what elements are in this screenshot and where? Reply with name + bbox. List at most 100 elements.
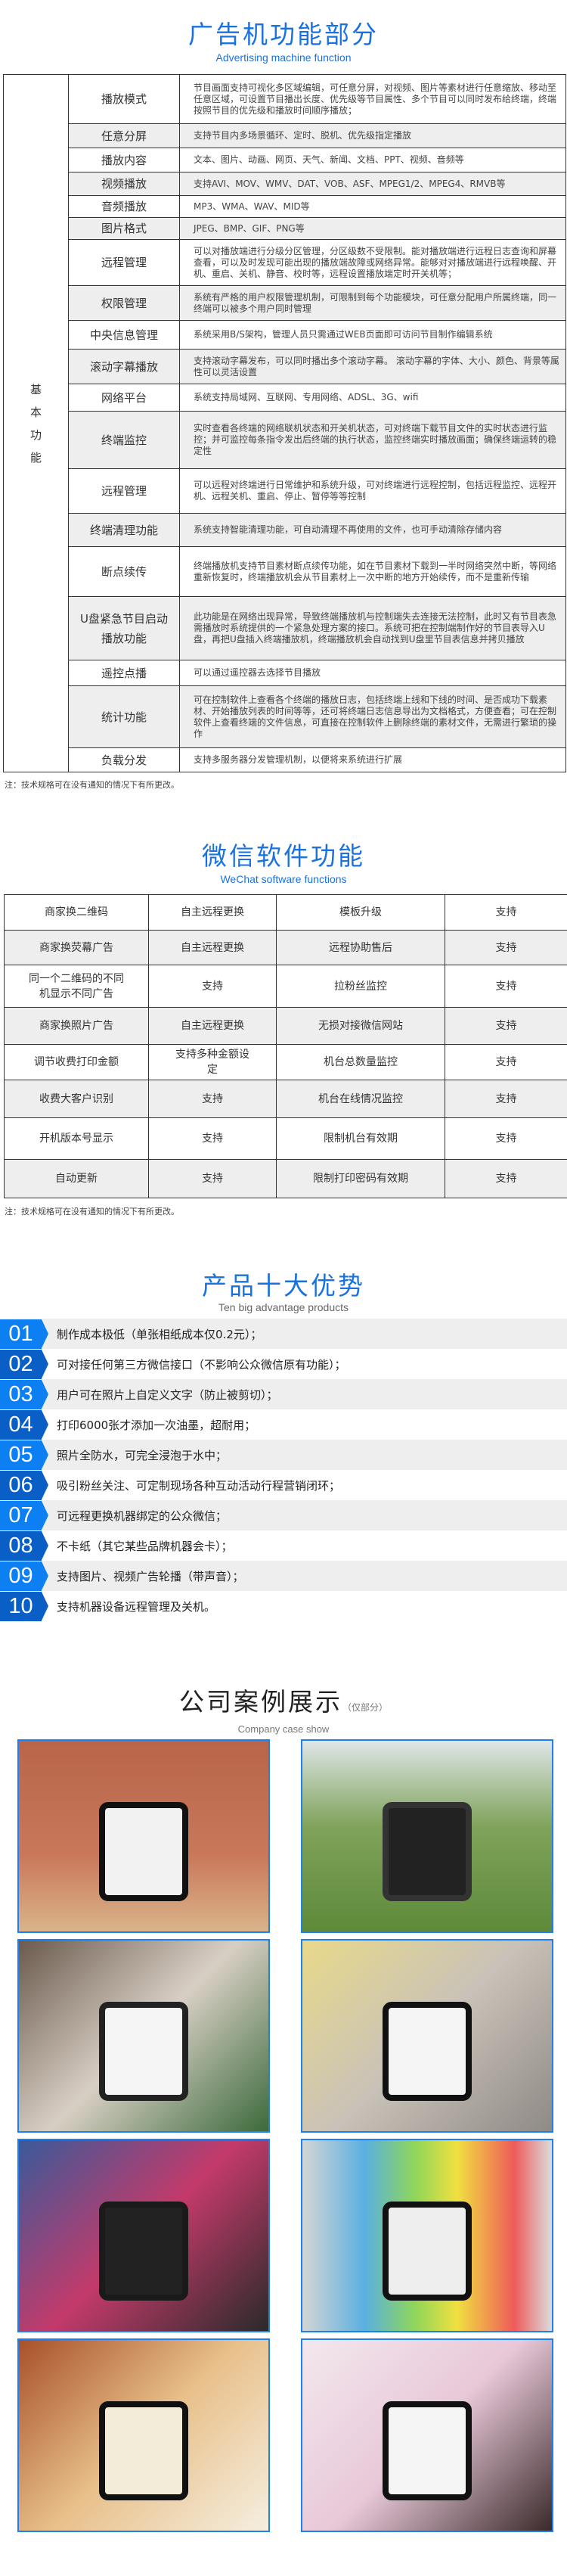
table-row: 中央信息管理 系统采用B/S架构，管理人员只需通过WEB页面即可访问节目制作编辑系…: [4, 320, 566, 350]
feature-name: 负载分发: [68, 747, 180, 772]
feature-name: 任意分屏: [68, 123, 180, 148]
feature-name: 网络平台: [68, 384, 180, 412]
kiosk-machine: [98, 2201, 189, 2301]
advantage-number-badge: 01: [0, 1319, 48, 1349]
feature-description: MP3、WMA、WAV、MID等: [179, 195, 566, 218]
advantage-text: 可对接任何第三方微信接口（不影响公众微信原有功能）；: [57, 1357, 346, 1372]
table-cell: 自主远程更换: [148, 1007, 277, 1045]
case-photo-colorful-kiosks-row: [301, 2139, 553, 2332]
feature-description: 此功能是在网络出现异常，导致终端播放机与控制端失去连接无法控制，此时又有节目表急…: [179, 596, 566, 660]
feature-description: 支持多服务器分发管理机制，以便将来系统进行扩展: [179, 747, 566, 772]
section-subtitle-ad-machine: Advertising machine function: [215, 51, 352, 64]
table-row: 远程管理 可以远程对终端进行日常维护和系统升级，可对终端进行远程控制，包括远程监控…: [4, 468, 566, 514]
table-cell: 支持多种金额设定: [148, 1044, 277, 1080]
table-cell: 拉粉丝监控: [276, 965, 445, 1008]
feature-description: 可以通过遥控器去选择节目播放: [179, 660, 566, 686]
table-cell: 自主远程更换: [148, 894, 277, 931]
advantage-text: 支持图片、视频广告轮播（带声音）；: [57, 1569, 244, 1583]
advantage-text: 制作成本极低（单张相纸成本仅0.2元）；: [57, 1327, 262, 1341]
feature-description: 系统采用B/S架构，管理人员只需通过WEB页面即可访问节目制作编辑系统: [179, 320, 566, 350]
feature-description: 系统支持局域网、互联网、专用网络、ADSL、3G、wifi: [179, 384, 566, 412]
table-cell: 调节收费打印金额: [4, 1044, 149, 1080]
table-cell: 机台在线情况监控: [276, 1080, 445, 1118]
table-row: 商家换荧幕广告 自主远程更换 远程协助售后 支持: [4, 930, 567, 965]
table-cell: 支持: [445, 1007, 567, 1045]
advantage-number-badge: 03: [0, 1379, 48, 1409]
feature-description: 系统支持智能清理功能，可自动清理不再使用的文件，也可手动清除存储内容: [179, 513, 566, 547]
table-row: 任意分屏 支持节目内多场景循环、定时、脱机、优先级指定播放: [4, 123, 566, 148]
spec-note: 注：技术规格可在没有通知的情况下有所更改。: [5, 1207, 179, 1217]
table-cell: 支持: [445, 894, 567, 931]
table-cell: 自主远程更换: [148, 930, 277, 965]
case-title-text: 公司案例展示: [178, 1687, 342, 1717]
feature-name: 遥控点播: [68, 660, 180, 686]
advantage-text: 照片全防水，可完全浸泡于水中；: [57, 1448, 228, 1462]
advantage-number-badge: 07: [0, 1500, 48, 1530]
advantage-item: 07 可远程更换机器绑定的公众微信；: [0, 1500, 567, 1530]
section-title-ad-machine: 广告机功能部分: [188, 20, 379, 49]
table-row: 图片格式 JPEG、BMP、GIF、PNG等: [4, 217, 566, 240]
advantage-text: 用户可在照片上自定义文字（防止被剪切）；: [57, 1387, 278, 1402]
case-photo-hotel-lobby-kiosk: [17, 2338, 270, 2532]
feature-description: 可在控制软件上查看各个终端的播放日志，包括终端上线和下线的时间、是否成功下载素材…: [179, 685, 566, 748]
feature-description: 可以对播放端进行分级分区管理，分区级数不受限制。能对播放端进行远程日志查询和屏幕…: [179, 239, 566, 286]
table-cell: 支持: [148, 1117, 277, 1160]
table-row: 滚动字幕播放 支持滚动字幕发布，可以同时播出多个滚动字幕。 滚动字幕的字体、大小、…: [4, 349, 566, 384]
advantage-item: 08 不卡纸（其它某些品牌机器会卡）；: [0, 1530, 567, 1561]
kiosk-machine: [382, 2400, 472, 2500]
kiosk-machine: [98, 1801, 189, 1901]
feature-description: 可以远程对终端进行日常维护和系统升级，可对终端进行远程控制，包括远程监控、远程开…: [179, 468, 566, 514]
feature-name: 远程管理: [68, 468, 180, 514]
case-photo-outdoor-standing-kiosk: [301, 1739, 553, 1933]
advantages-list: 01 制作成本极低（单张相纸成本仅0.2元）； 02 可对接任何第三方微信接口（不影响…: [0, 1319, 567, 1621]
table-row: 网络平台 系统支持局域网、互联网、专用网络、ADSL、3G、wifi: [4, 384, 566, 412]
case-photo-desktop-kiosk-brick-wall: [17, 1739, 270, 1933]
table-cell: 收费大客户识别: [4, 1080, 149, 1118]
advantage-text: 吸引粉丝关注、可定制现场各种互动活动行程营销闭环；: [57, 1478, 341, 1493]
advantage-item: 06 吸引粉丝关注、可定制现场各种互动活动行程营销闭环；: [0, 1470, 567, 1500]
table-cell: 支持: [148, 1080, 277, 1118]
feature-name: 终端清理功能: [68, 513, 180, 547]
table-row: 终端清理功能 系统支持智能清理功能，可自动清理不再使用的文件，也可手动清除存储内容: [4, 513, 566, 547]
advantage-item: 05 照片全防水，可完全浸泡于水中；: [0, 1440, 567, 1470]
table-cell: 限制打印密码有效期: [276, 1159, 445, 1198]
table-cell: 支持: [148, 965, 277, 1008]
feature-description: 支持滚动字幕发布，可以同时播出多个滚动字幕。 滚动字幕的字体、大小、颜色、背景等…: [179, 349, 566, 384]
table-row: 权限管理 系统有严格的用户权限管理机制，可限制到每个功能模块，可任意分配用户所属终…: [4, 285, 566, 321]
feature-name: 统计功能: [68, 685, 180, 748]
table-row: 收费大客户识别 支持 机台在线情况监控 支持: [4, 1080, 567, 1118]
feature-name: 权限管理: [68, 285, 180, 321]
advantage-text: 可远程更换机器绑定的公众微信；: [57, 1509, 228, 1523]
advantage-item: 09 支持图片、视频广告轮播（带声音）；: [0, 1561, 567, 1591]
advantage-text: 支持机器设备远程管理及关机。: [57, 1599, 216, 1614]
section-title-advantages: 产品十大优势: [202, 1271, 365, 1300]
table-row: 视频播放 支持AVI、MOV、WMV、DAT、VOB、ASF、MPEG1/2、MP…: [4, 172, 566, 196]
table-cell: 商家换荧幕广告: [4, 930, 149, 965]
table-row: 负载分发 支持多服务器分发管理机制，以便将来系统进行扩展: [4, 747, 566, 772]
table-cell: 机台总数量监控: [276, 1044, 445, 1080]
table-cell: 模板升级: [276, 894, 445, 931]
table-row: 商家换二维码 自主远程更换 模板升级 支持: [4, 894, 567, 931]
table-row: 开机版本号显示 支持 限制机台有效期 支持: [4, 1117, 567, 1160]
case-photo-wedding-event-kiosk: [301, 2338, 553, 2532]
table-cell: 商家换二维码: [4, 894, 149, 931]
kiosk-machine: [98, 2400, 189, 2500]
section-title-wechat: 微信软件功能: [202, 841, 365, 871]
feature-name: 远程管理: [68, 239, 180, 286]
advantage-number-badge: 04: [0, 1409, 48, 1440]
wechat-function-table: 商家换二维码 自主远程更换 模板升级 支持 商家换荧幕广告 自主远程更换 远程协助售后 支持同…: [4, 894, 567, 1198]
table-row: 断点续传 终端播放机支持节目素材断点续传功能，如在节目素材下载到一半时网络突然中断…: [4, 546, 566, 597]
feature-description: 文本、图片、动画、网页、天气、新闻、文档、PPT、视频、音频等: [179, 148, 566, 172]
advantage-number-badge: 06: [0, 1470, 48, 1500]
feature-description: 支持AVI、MOV、WMV、DAT、VOB、ASF、MPEG1/2、MPEG4、…: [179, 172, 566, 196]
case-photo-mall-kiosk-crowd: [17, 1939, 270, 2133]
table-row: 调节收费打印金额 支持多种金额设定 机台总数量监控 支持: [4, 1044, 567, 1080]
advantage-text: 不卡纸（其它某些品牌机器会卡）；: [57, 1539, 233, 1553]
feature-description: JPEG、BMP、GIF、PNG等: [179, 217, 566, 240]
table-cell: 支持: [445, 965, 567, 1008]
advantage-text: 打印6000张才添加一次油墨，超耐用；: [57, 1418, 256, 1432]
feature-name: 播放模式: [68, 74, 180, 124]
table-row: 自动更新 支持 限制打印密码有效期 支持: [4, 1159, 567, 1198]
advantage-item: 02 可对接任何第三方微信接口（不影响公众微信原有功能）；: [0, 1349, 567, 1379]
feature-name: 滚动字幕播放: [68, 349, 180, 384]
